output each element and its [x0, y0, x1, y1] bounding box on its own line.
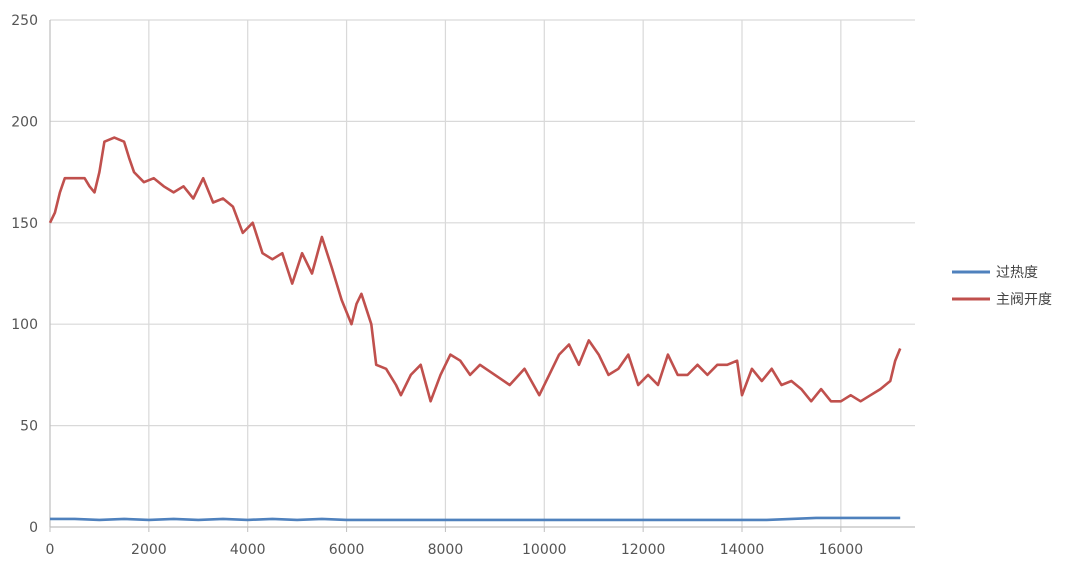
series-line-superheat	[50, 516, 901, 522]
x-tick-label: 6000	[329, 542, 365, 558]
y-tick-label: 200	[11, 114, 38, 130]
series-line-main-valve-opening	[48, 136, 902, 403]
x-tick-label: 4000	[230, 542, 266, 558]
legend-label: 主阀开度	[996, 292, 1052, 308]
x-tick-label: 8000	[428, 542, 464, 558]
x-tick-label: 16000	[819, 542, 864, 558]
x-tick-label: 0	[46, 542, 55, 558]
y-tick-label: 100	[11, 317, 38, 333]
axes	[49, 20, 915, 532]
legend-label: 过热度	[996, 265, 1038, 281]
y-tick-label: 150	[11, 216, 38, 232]
series-lines	[48, 136, 902, 522]
x-tick-label: 12000	[621, 542, 666, 558]
y-tick-label: 0	[29, 520, 38, 536]
grid	[50, 19, 915, 527]
tick-labels: 0 50 100 150 200 250 0 2000 4000 6000 8000 10000 120…	[11, 13, 863, 558]
x-tick-label: 10000	[522, 542, 567, 558]
y-tick-label: 250	[11, 13, 38, 29]
x-tick-label: 14000	[720, 542, 765, 558]
x-tick-label: 2000	[131, 542, 167, 558]
y-tick-label: 50	[20, 419, 38, 435]
